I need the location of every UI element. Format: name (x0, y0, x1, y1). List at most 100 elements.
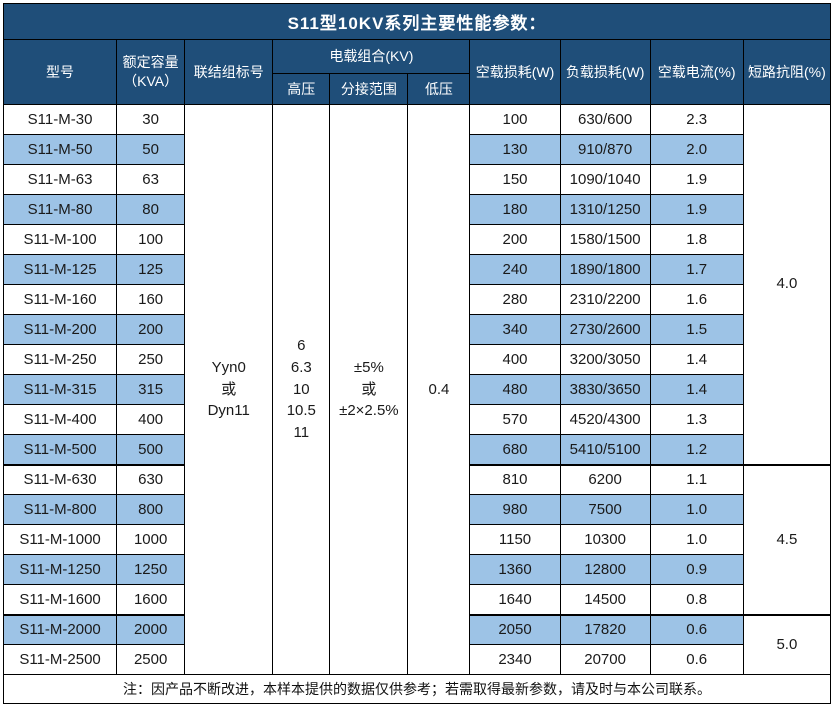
model-cell: S11-M-2000 (2, 613, 118, 645)
no-load-loss-cell: 130 (469, 134, 561, 165)
model-cell: S11-M-125 (2, 254, 118, 285)
table-row: S11-M-2000 2000 2050 17820 0.6 5.0 (2, 613, 832, 675)
no-load-loss-cell: 200 (469, 224, 561, 255)
table-row: S11-M-1600 1600 1640 14500 0.8 (2, 584, 831, 615)
col-header-no-load-loss: 空载损耗(W) (469, 39, 561, 105)
col-header-hv: 高压 (272, 73, 331, 105)
load-loss-cell: 6200 (559, 463, 651, 495)
table-row: S11-M-200 200 340 2730/2600 1.5 (2, 314, 831, 345)
capacity-cell: 400 (116, 404, 186, 435)
no-load-current-cell: 1.3 (649, 404, 744, 435)
load-loss-cell: 630/600 (559, 104, 651, 135)
table-row: S11-M-315 315 480 3830/3650 1.4 (2, 374, 831, 405)
model-cell: S11-M-100 (2, 224, 118, 255)
table-row: S11-M-125 125 240 1890/1800 1.7 (2, 254, 831, 285)
no-load-current-cell: 0.8 (649, 584, 744, 615)
table-row: S11-M-500 500 680 5410/5100 1.2 (2, 434, 831, 465)
no-load-loss-cell: 1360 (469, 554, 561, 585)
load-loss-cell: 910/870 (559, 134, 651, 165)
header-row-1: 型号 额定容量 （KVA） 联结组标号 电载组合(KV) 空载损耗(W) 负载损耗… (2, 39, 832, 105)
capacity-cell: 630 (116, 463, 186, 495)
model-cell: S11-M-2500 (2, 644, 118, 675)
footnote: 注：因产品不断改进，本样本提供的数据仅供参考；若需取得最新参数，请及时与本公司联… (3, 674, 831, 704)
capacity-cell: 1000 (116, 524, 186, 555)
impedance-cell: 4.5 (742, 463, 832, 615)
table-row: S11-M-63 63 150 1090/1040 1.9 (2, 164, 831, 195)
capacity-cell: 315 (116, 374, 186, 405)
note-row: 注：因产品不断改进，本样本提供的数据仅供参考；若需取得最新参数，请及时与本公司联… (3, 674, 831, 704)
capacity-cell: 2000 (116, 613, 186, 645)
load-loss-cell: 1090/1040 (559, 164, 651, 195)
table-row: S11-M-630 630 810 6200 1.1 4.5 (2, 463, 832, 615)
table-row: S11-M-30 30 Yyn0 或 Dyn11 6 6.3 10 10.5 11 ±5… (2, 104, 832, 675)
no-load-current-cell: 0.6 (649, 644, 744, 675)
model-cell: S11-M-200 (2, 314, 118, 345)
impedance-cell: 4.0 (742, 104, 832, 465)
model-cell: S11-M-1600 (2, 584, 118, 615)
impedance-cell: 5.0 (742, 613, 832, 675)
table-row: S11-M-400 400 570 4520/4300 1.3 (2, 404, 831, 435)
model-cell: S11-M-80 (2, 194, 118, 225)
title-row: S11型10KV系列主要性能参数： (3, 3, 831, 40)
capacity-cell: 500 (116, 434, 186, 465)
load-loss-cell: 5410/5100 (559, 434, 651, 465)
no-load-loss-cell: 980 (469, 494, 561, 525)
model-cell: S11-M-630 (2, 463, 118, 495)
no-load-current-cell: 1.9 (649, 164, 744, 195)
spec-table: S11型10KV系列主要性能参数： 型号 额定容量 （KVA） 联结组标号 电载组… (2, 3, 832, 704)
no-load-loss-cell: 400 (469, 344, 561, 375)
table-row: S11-M-50 50 130 910/870 2.0 (2, 134, 831, 165)
page-title: S11型10KV系列主要性能参数： (3, 3, 831, 40)
model-cell: S11-M-250 (2, 344, 118, 375)
model-cell: S11-M-50 (2, 134, 118, 165)
no-load-current-cell: 2.0 (649, 134, 744, 165)
no-load-loss-cell: 150 (469, 164, 561, 195)
load-loss-cell: 4520/4300 (559, 404, 651, 435)
capacity-cell: 200 (116, 314, 186, 345)
no-load-current-cell: 1.1 (649, 463, 744, 495)
no-load-loss-cell: 2050 (469, 613, 561, 645)
no-load-loss-cell: 1640 (469, 584, 561, 615)
no-load-current-cell: 1.9 (649, 194, 744, 225)
model-cell: S11-M-63 (2, 164, 118, 195)
model-cell: S11-M-315 (2, 374, 118, 405)
table-row: S11-M-100 100 200 1580/1500 1.8 (2, 224, 831, 255)
connection-cell: Yyn0 或 Dyn11 (184, 104, 274, 675)
no-load-loss-cell: 240 (469, 254, 561, 285)
model-cell: S11-M-800 (2, 494, 118, 525)
col-header-capacity-line1: 额定容量 (122, 54, 179, 71)
no-load-current-cell: 0.6 (649, 613, 744, 645)
table-row: S11-M-1000 1000 1150 10300 1.0 (2, 524, 831, 555)
capacity-cell: 100 (116, 224, 186, 255)
capacity-cell: 50 (116, 134, 186, 165)
capacity-cell: 2500 (116, 644, 186, 675)
model-cell: S11-M-400 (2, 404, 118, 435)
model-cell: S11-M-500 (2, 434, 118, 465)
load-loss-cell: 7500 (559, 494, 651, 525)
no-load-loss-cell: 340 (469, 314, 561, 345)
model-cell: S11-M-1000 (2, 524, 118, 555)
no-load-loss-cell: 570 (469, 404, 561, 435)
capacity-cell: 80 (116, 194, 186, 225)
col-header-load-combo: 电载组合(KV) (272, 39, 471, 74)
load-loss-cell: 1580/1500 (559, 224, 651, 255)
table-foot: 注：因产品不断改进，本样本提供的数据仅供参考；若需取得最新参数，请及时与本公司联… (3, 674, 831, 704)
capacity-cell: 800 (116, 494, 186, 525)
capacity-cell: 250 (116, 344, 186, 375)
col-header-load-loss: 负载损耗(W) (559, 39, 651, 105)
capacity-cell: 160 (116, 284, 186, 315)
model-cell: S11-M-1250 (2, 554, 118, 585)
table-row: S11-M-800 800 980 7500 1.0 (2, 494, 831, 525)
load-loss-cell: 12800 (559, 554, 651, 585)
no-load-loss-cell: 480 (469, 374, 561, 405)
load-loss-cell: 2310/2200 (559, 284, 651, 315)
col-header-capacity: 额定容量 （KVA） (116, 39, 186, 105)
no-load-current-cell: 1.4 (649, 344, 744, 375)
col-header-no-load-current: 空载电流(%) (649, 39, 744, 105)
header-row-2: 高压 分接范围 低压 (4, 73, 831, 105)
load-loss-cell: 1890/1800 (559, 254, 651, 285)
no-load-loss-cell: 180 (469, 194, 561, 225)
col-header-capacity-line2: （KVA） (123, 73, 179, 89)
load-loss-cell: 10300 (559, 524, 651, 555)
col-header-tap-range: 分接范围 (329, 73, 409, 105)
